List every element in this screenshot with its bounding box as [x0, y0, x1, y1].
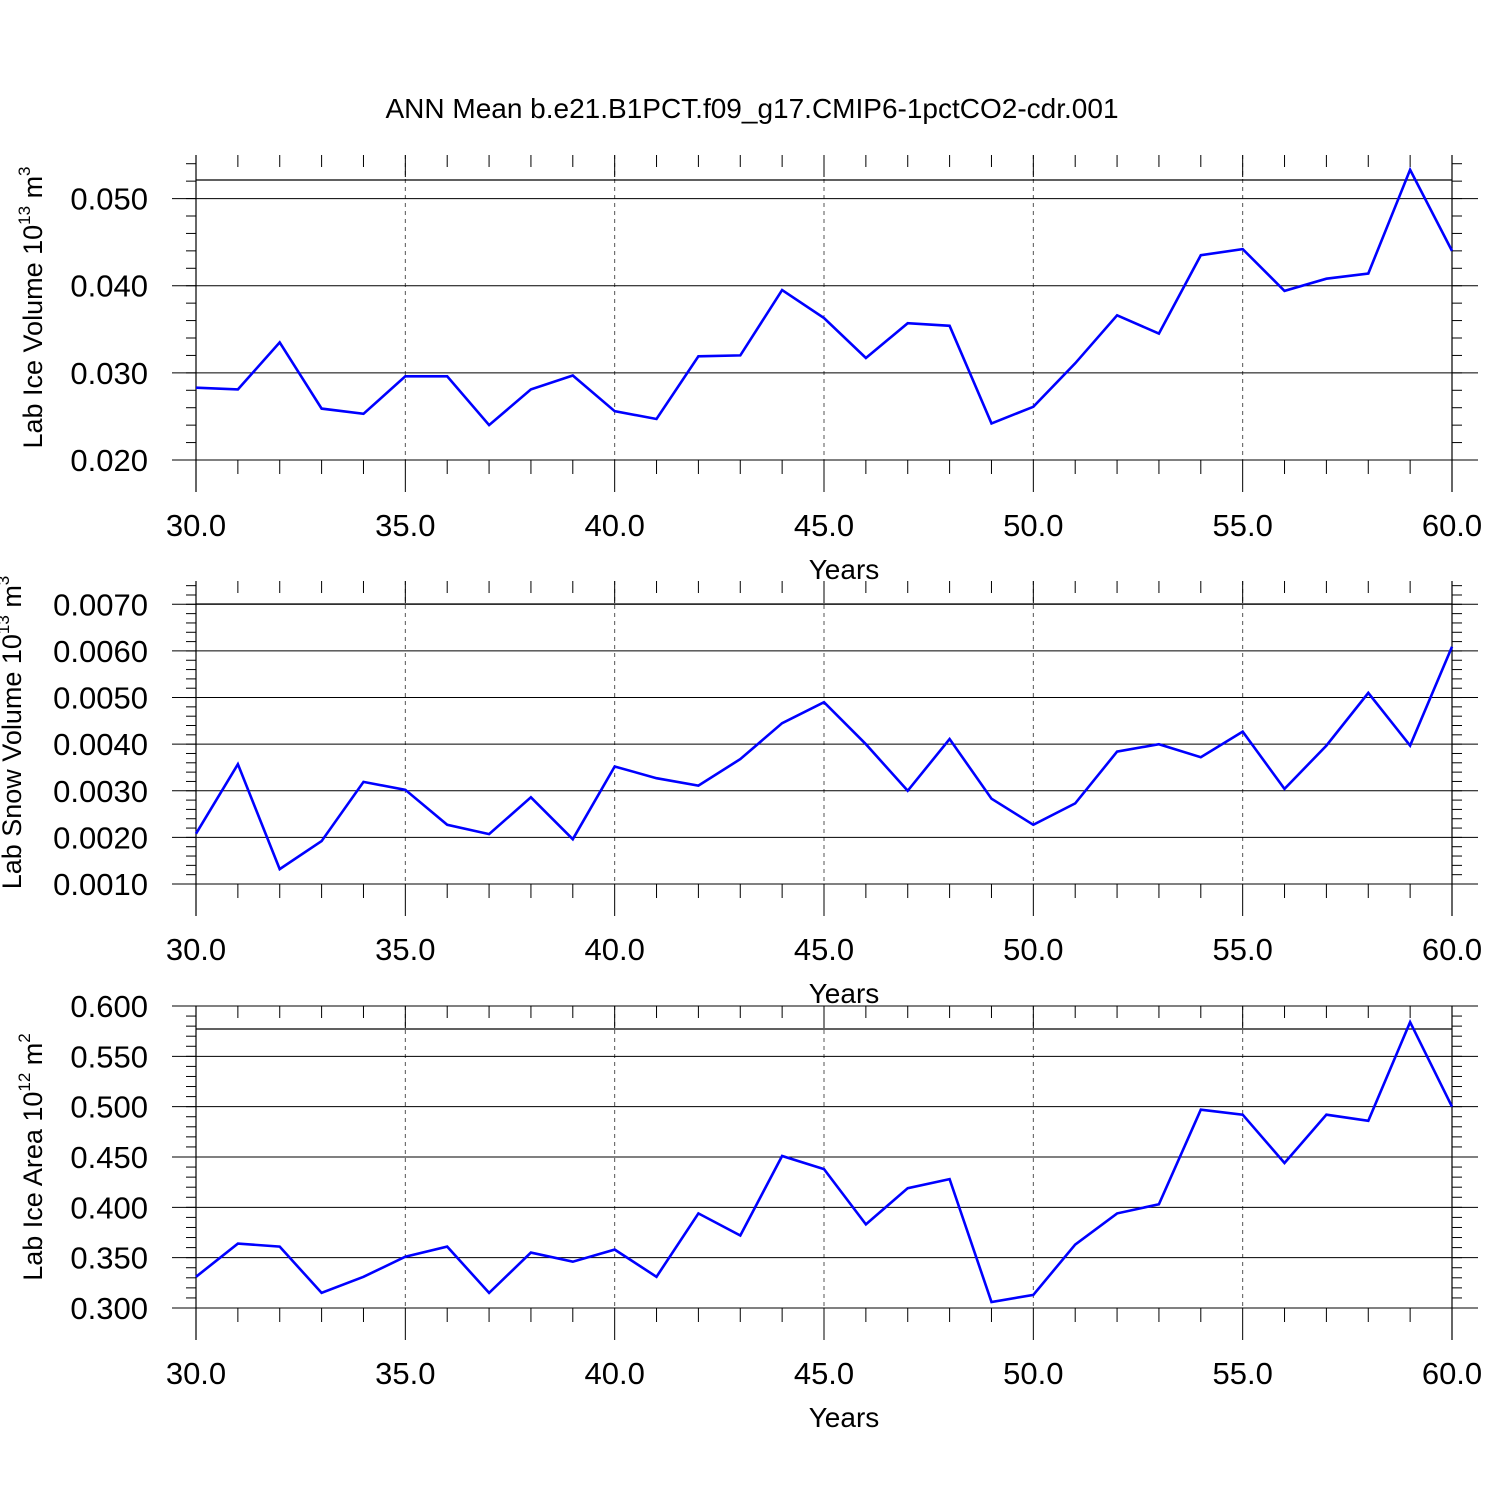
panel-1: 0.020 0.030 0.040 0.050 30.0 35.0 40.0 45.0 50.0…: [15, 155, 1482, 585]
y-tick-label: 0.050: [70, 182, 148, 217]
y-tick-label: 0.0020: [53, 820, 148, 855]
y-tick-label: 0.500: [70, 1090, 148, 1125]
y-tick-label: 0.300: [70, 1291, 148, 1326]
x-tick-label: 50.0: [1003, 932, 1063, 967]
panel-3: 0.300 0.350 0.400 0.450 0.500 0.550 0.600 30.0 3…: [15, 989, 1482, 1433]
y-tick-label: 0.0050: [53, 681, 148, 716]
y-axis-label: Lab Snow Volume 1013 m3: [0, 576, 27, 890]
y-tick-label: 0.040: [70, 269, 148, 304]
y-tick-label: 0.350: [70, 1241, 148, 1276]
y-tick-label: 0.0070: [53, 587, 148, 622]
x-tick-label: 40.0: [584, 932, 644, 967]
x-tick-label: 60.0: [1422, 1356, 1482, 1391]
x-tick-label: 55.0: [1212, 508, 1272, 543]
x-axis-label: Years: [809, 554, 880, 585]
x-tick-label: 45.0: [794, 932, 854, 967]
x-tick-label: 55.0: [1212, 1356, 1272, 1391]
y-tick-label: 0.020: [70, 443, 148, 478]
x-tick-label: 50.0: [1003, 1356, 1063, 1391]
x-tick-label: 55.0: [1212, 932, 1272, 967]
x-tick-label: 35.0: [375, 932, 435, 967]
y-tick-label: 0.450: [70, 1140, 148, 1175]
y-tick-label: 0.0060: [53, 634, 148, 669]
x-tick-label: 30.0: [166, 508, 226, 543]
x-tick-label: 60.0: [1422, 508, 1482, 543]
chart-title: ANN Mean b.e21.B1PCT.f09_g17.CMIP6-1pctC…: [385, 93, 1118, 124]
y-tick-label: 0.400: [70, 1190, 148, 1225]
series-line: [194, 646, 1454, 872]
x-tick-label: 30.0: [166, 1356, 226, 1391]
x-tick-label: 35.0: [375, 508, 435, 543]
x-axis-label: Years: [809, 1402, 880, 1433]
panel-2: 0.0010 0.0020 0.0030 0.0040 0.0050 0.0060 0.00…: [0, 576, 1482, 1009]
y-tick-label: 0.0040: [53, 727, 148, 762]
x-tick-label: 30.0: [166, 932, 226, 967]
y-tick-label: 0.0010: [53, 867, 148, 902]
series-line: [195, 166, 1454, 427]
y-tick-label: 0.550: [70, 1039, 148, 1074]
panels: 0.020 0.030 0.040 0.050 30.0 35.0 40.0 45.0 50.0…: [0, 155, 1482, 1433]
y-axis-label: Lab Ice Volume 1013 m3: [15, 166, 48, 448]
x-tick-label: 40.0: [584, 508, 644, 543]
x-axis-label: Years: [809, 978, 880, 1009]
x-tick-label: 50.0: [1003, 508, 1063, 543]
y-tick-label: 0.030: [70, 356, 148, 391]
x-tick-label: 35.0: [375, 1356, 435, 1391]
y-axis-label: Lab Ice Area 1012 m2: [15, 1033, 48, 1281]
y-tick-label: 0.0030: [53, 774, 148, 809]
y-tick-label: 0.600: [70, 989, 148, 1024]
series-line: [195, 1018, 1454, 1304]
x-tick-label: 60.0: [1422, 932, 1482, 967]
x-tick-label: 45.0: [794, 508, 854, 543]
x-tick-label: 45.0: [794, 1356, 854, 1391]
x-tick-label: 40.0: [584, 1356, 644, 1391]
